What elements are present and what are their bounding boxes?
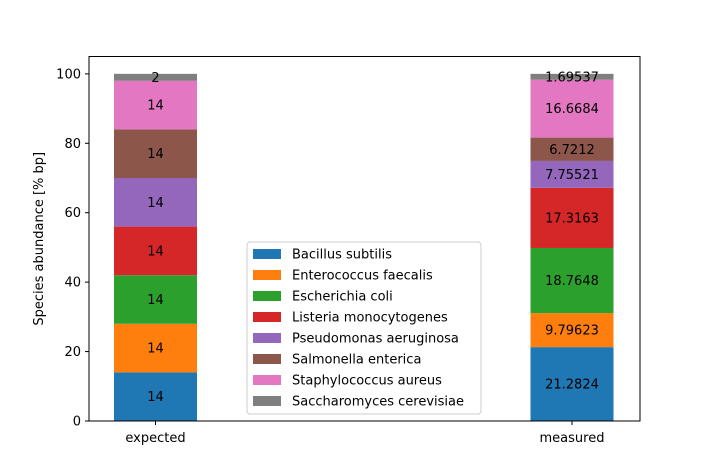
legend-swatch (253, 354, 281, 364)
legend-entry: Staphylococcus aureus (292, 374, 442, 389)
legend-swatch (253, 312, 281, 322)
bar-value-label: 14 (147, 147, 164, 162)
legend-swatch (253, 291, 281, 301)
x-tick-label: measured (540, 431, 605, 446)
legend-swatch (253, 375, 281, 385)
legend-entry: Salmonella enterica (292, 353, 421, 368)
x-axis: expected measured (125, 421, 604, 446)
bar-segment (114, 275, 197, 324)
y-tick-label: 20 (64, 345, 81, 360)
legend-swatch (253, 396, 281, 406)
y-tick-label: 100 (56, 67, 81, 82)
bar-value-label: 1.69537 (545, 70, 599, 85)
bar-segment (530, 160, 614, 188)
plot-frame (88, 56, 641, 422)
bar-segment (114, 372, 197, 421)
bar-value-label: 14 (147, 390, 164, 405)
bar-value-label: 9.79623 (545, 324, 599, 339)
bar-value-label: 6.7212 (549, 143, 595, 158)
bar-segment (530, 137, 614, 161)
bar-value-label: 14 (147, 293, 164, 308)
bar-value-label: 14 (147, 342, 164, 357)
bar-value-label: 17.3163 (545, 211, 599, 226)
bar-value-label: 21.2824 (545, 378, 599, 393)
legend: Bacillus subtilis Enterococcus faecalis Es… (246, 241, 482, 415)
y-tick-label: 60 (64, 206, 81, 221)
bar-value-label: 16.6684 (545, 102, 599, 117)
legend-entry: Bacillus subtilis (292, 248, 392, 263)
bar-segment (530, 79, 614, 138)
y-axis-label: Species abundance [% bp] (32, 152, 47, 326)
bar-segment (114, 323, 197, 373)
bar-segment (530, 187, 614, 248)
legend-entry: Saccharomyces cerevisiae (292, 395, 464, 410)
bar-segment (114, 226, 197, 276)
bar-segment (530, 313, 614, 348)
bar-value-label: 2 (151, 71, 159, 86)
bar-value-label: 14 (147, 99, 164, 114)
bar-value-label: 18.7648 (545, 274, 599, 289)
legend-entry: Escherichia coli (292, 290, 393, 305)
y-tick-label: 80 (64, 137, 81, 152)
y-tick-label: 40 (64, 276, 81, 291)
data-labels-layer: 14 14 14 14 14 14 14 2 21.2824 9.79623 18.7648 17.3… (147, 70, 599, 405)
bar-segment (114, 178, 197, 227)
bar-segment (114, 73, 197, 81)
bar-value-label: 7.75521 (545, 168, 599, 183)
y-tick-label: 0 (73, 415, 81, 430)
y-axis: 0 20 40 60 80 100 (56, 67, 89, 430)
legend-swatch (253, 333, 281, 343)
legend-swatch (253, 270, 281, 280)
bar-segment (530, 347, 614, 421)
legend-frame (246, 241, 482, 415)
bars-layer (114, 73, 614, 421)
x-tick-label: expected (125, 431, 185, 446)
bar-segment (114, 129, 197, 178)
legend-entry: Enterococcus faecalis (292, 269, 433, 284)
legend-swatch (253, 249, 281, 259)
bar-value-label: 14 (147, 244, 164, 259)
legend-entry: Pseudomonas aeruginosa (292, 332, 459, 347)
bar-segment (530, 73, 614, 80)
bar-value-label: 14 (147, 196, 164, 211)
bar-segment (114, 80, 197, 130)
bar-segment (530, 247, 614, 314)
legend-entry: Listeria monocytogenes (292, 311, 448, 326)
